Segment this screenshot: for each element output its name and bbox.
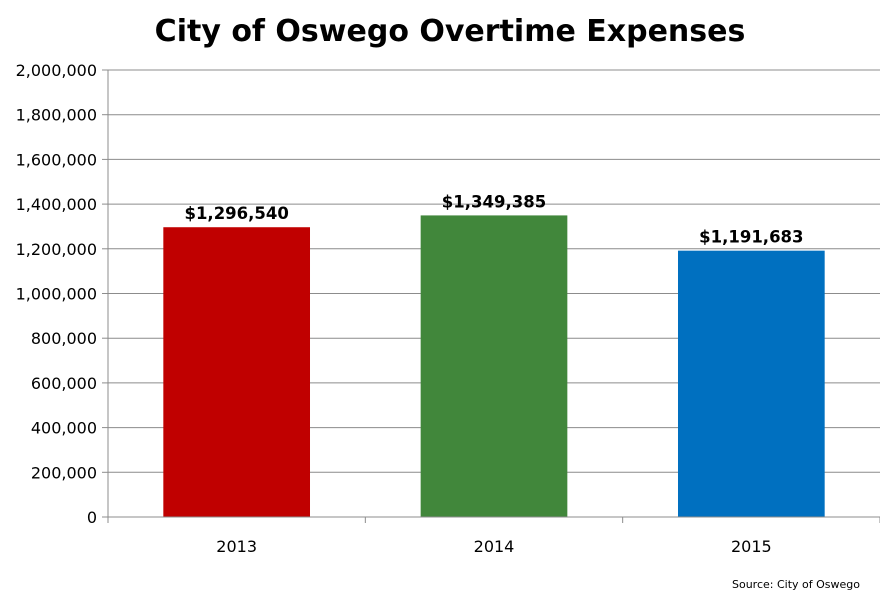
data-labels: $1,296,540 $1,349,385 $1,191,683 [184,192,803,246]
axes [107,70,880,518]
y-tick-label: 400,000 [31,419,97,438]
data-label-2013: $1,296,540 [184,204,288,223]
data-label-2015: $1,191,683 [699,228,803,247]
chart-title: City of Oswego Overtime Expenses [155,14,746,49]
y-axis-ticks: 0 200,000 400,000 600,000 800,000 1,000,000 1,… [16,61,108,527]
x-axis-ticks: 2013 2014 2015 [107,517,880,556]
x-tick-label: 2014 [474,537,515,556]
bar-2015 [677,250,825,517]
source-note: Source: City of Oswego [732,578,860,591]
y-tick-label: 1,800,000 [16,106,97,125]
y-tick-label: 1,000,000 [16,285,97,304]
y-tick-label: 0 [87,508,97,527]
x-tick-label: 2013 [216,537,257,556]
y-tick-label: 1,200,000 [16,240,97,259]
x-tick-label: 2015 [731,537,772,556]
y-tick-label: 1,400,000 [16,195,97,214]
bar-2013 [163,227,311,517]
y-tick-label: 1,600,000 [16,150,97,169]
y-tick-label: 2,000,000 [16,61,97,80]
y-tick-label: 200,000 [31,463,97,482]
y-tick-label: 800,000 [31,329,97,348]
bars [163,215,825,517]
data-label-2014: $1,349,385 [442,192,546,211]
bar-2014 [420,215,568,517]
y-tick-label: 600,000 [31,374,97,393]
